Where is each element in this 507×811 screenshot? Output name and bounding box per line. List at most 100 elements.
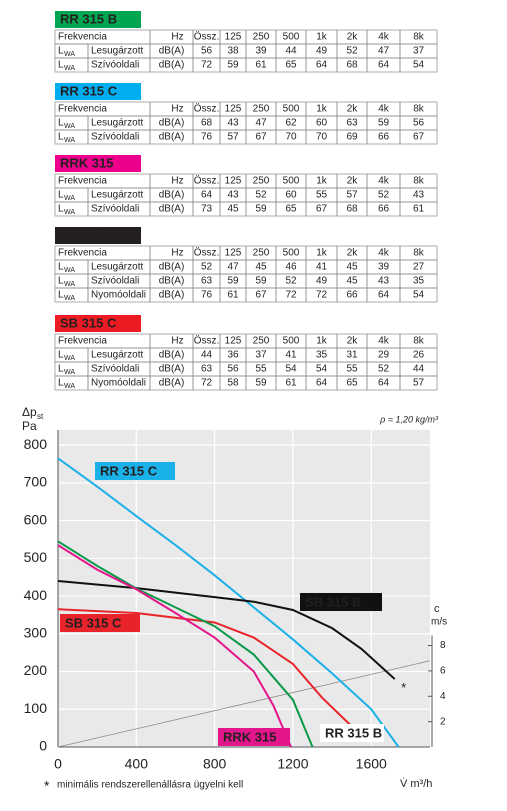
row-symbol: L	[58, 60, 64, 71]
total-value: 64	[201, 190, 213, 201]
row-symbol: L	[58, 350, 64, 361]
total-value: 73	[201, 204, 213, 215]
table-header: 8k	[413, 32, 425, 43]
table-title-box	[55, 155, 141, 172]
total-value: 72	[201, 60, 213, 71]
table-header: 2k	[347, 248, 359, 259]
table-title-box	[55, 315, 141, 332]
band-value: 39	[378, 262, 390, 273]
band-value: 64	[316, 60, 328, 71]
row-symbol-sub: WA	[64, 369, 75, 376]
row-symbol-sub: WA	[64, 295, 75, 302]
band-value: 43	[413, 190, 425, 201]
band-value: 65	[346, 378, 358, 389]
band-value: 36	[227, 350, 239, 361]
row-symbol-sub: WA	[64, 209, 75, 216]
table-header: 250	[253, 104, 270, 115]
row-symbol-sub: WA	[64, 383, 75, 390]
band-value: 59	[227, 276, 239, 287]
series-label-box	[320, 724, 384, 742]
band-value: 54	[316, 364, 328, 375]
y2-tick-label: 4	[440, 691, 446, 702]
band-value: 43	[227, 118, 239, 129]
band-value: 64	[378, 290, 390, 301]
legend-label: RR 315 B	[325, 725, 382, 740]
table-header: Össz.	[194, 175, 220, 187]
row-name: Nyomóoldali	[91, 378, 146, 389]
row-unit: dB(A)	[159, 290, 185, 301]
table-header: 8k	[413, 176, 425, 187]
legend-label: RRK 315	[223, 729, 276, 744]
band-value: 64	[378, 378, 390, 389]
band-value: 47	[378, 46, 390, 57]
table-cell	[399, 57, 438, 73]
row-name: Szívóoldali	[91, 364, 139, 375]
row-symbol-sub: WA	[64, 51, 75, 58]
y-tick-label: 600	[24, 511, 48, 527]
row-symbol: L	[58, 46, 64, 57]
band-value: 43	[227, 190, 239, 201]
y-tick-label: 100	[24, 700, 48, 716]
band-value: 45	[255, 262, 267, 273]
y2-tick-label: 8	[440, 640, 446, 651]
x-tick-label: 800	[203, 756, 227, 772]
row-name: Szívóoldali	[91, 132, 139, 143]
band-value: 47	[255, 118, 267, 129]
row-unit: dB(A)	[159, 118, 185, 129]
band-value: 72	[285, 290, 297, 301]
row-symbol: L	[58, 118, 64, 129]
row-symbol: L	[58, 190, 64, 201]
band-value: 68	[346, 60, 358, 71]
row-name: Lesugárzott	[91, 350, 143, 361]
row-symbol-sub: WA	[64, 123, 75, 130]
table-header: 125	[225, 176, 242, 187]
row-unit: dB(A)	[159, 46, 185, 57]
table-header: Hz	[171, 32, 183, 43]
table-header: Össz.	[194, 247, 220, 259]
table-header: Hz	[171, 104, 183, 115]
row-symbol-sub: WA	[64, 281, 75, 288]
table-header: 4k	[378, 176, 390, 187]
row-name: Szívóoldali	[91, 60, 139, 71]
y-tick-label: 400	[24, 587, 48, 603]
band-value: 43	[378, 276, 390, 287]
table-header: 500	[283, 248, 300, 259]
band-value: 59	[227, 60, 239, 71]
table-header: Össz.	[194, 31, 220, 43]
band-value: 70	[285, 132, 297, 143]
band-value: 54	[285, 364, 297, 375]
row-name: Szívóoldali	[91, 204, 139, 215]
band-value: 54	[413, 60, 425, 71]
band-value: 57	[413, 378, 425, 389]
x-tick-label: 400	[125, 756, 149, 772]
table-header: 500	[283, 336, 300, 347]
table-header: 1k	[316, 104, 328, 115]
y-tick-label: 200	[24, 662, 48, 678]
series-label-box	[300, 593, 382, 611]
band-value: 64	[316, 378, 328, 389]
row-symbol-sub: WA	[64, 355, 75, 362]
row-name: Lesugárzott	[91, 262, 143, 273]
band-value: 60	[285, 190, 297, 201]
table-header: Össz.	[194, 335, 220, 347]
y-tick-label: 300	[24, 624, 48, 640]
band-value: 56	[227, 364, 239, 375]
row-unit: dB(A)	[159, 262, 185, 273]
table-header: 8k	[413, 104, 425, 115]
band-value: 66	[346, 290, 358, 301]
table-title-box	[55, 11, 141, 28]
velocity-line	[57, 660, 431, 748]
row-unit: dB(A)	[159, 204, 185, 215]
band-value: 49	[316, 46, 328, 57]
table-header: Hz	[171, 248, 183, 259]
total-value: 63	[201, 364, 213, 375]
total-value: 52	[201, 262, 213, 273]
table-header: 250	[253, 248, 270, 259]
band-value: 44	[413, 364, 425, 375]
table-header: 2k	[347, 176, 359, 187]
band-value: 39	[255, 46, 267, 57]
table-title-box	[55, 83, 141, 100]
band-value: 63	[346, 118, 358, 129]
row-symbol: L	[58, 132, 64, 143]
